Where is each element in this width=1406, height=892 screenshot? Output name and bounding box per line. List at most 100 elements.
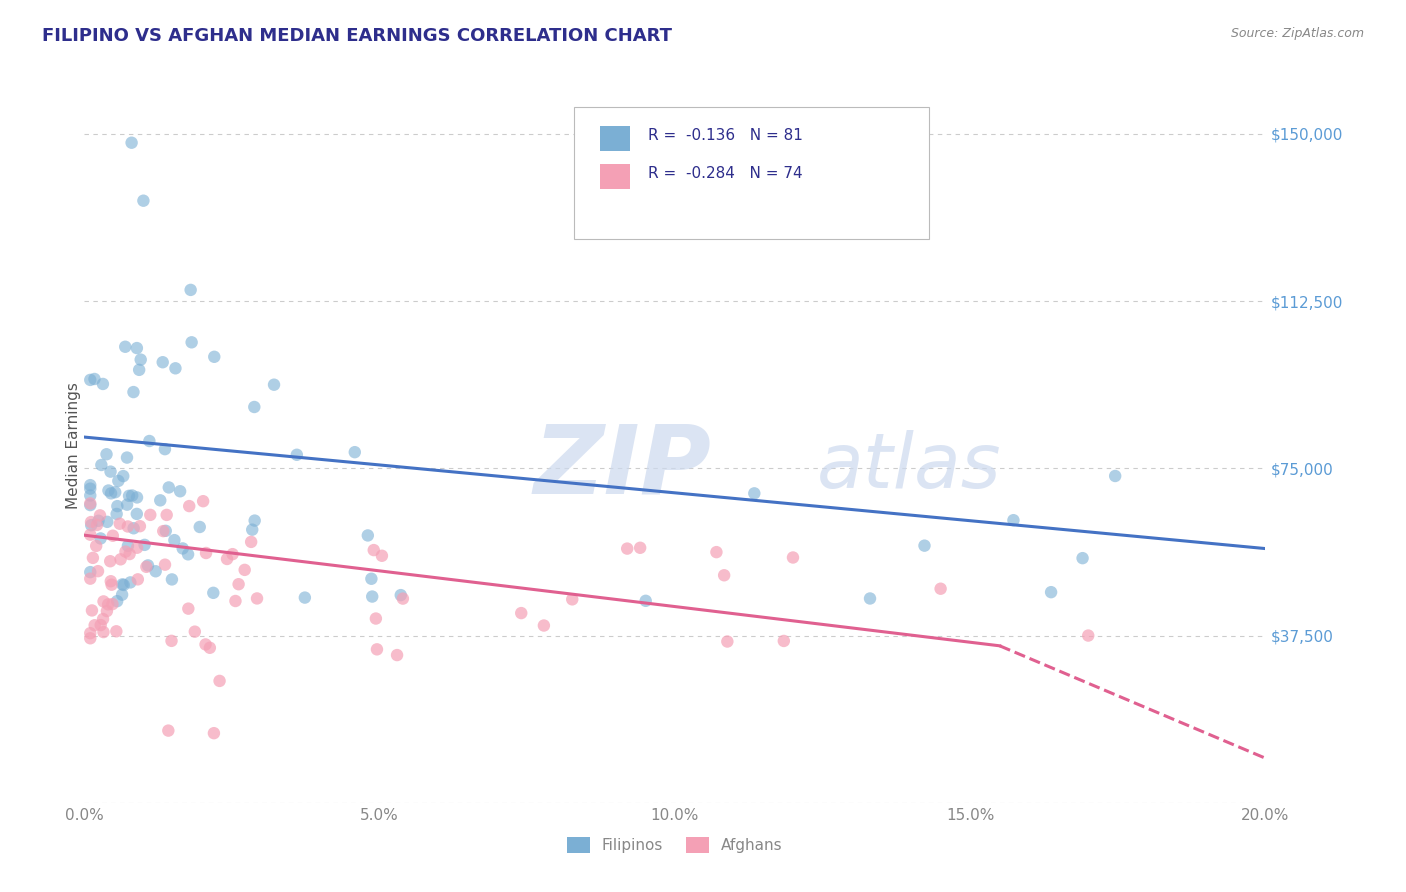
Point (1040, 585, 1063, 599)
Point (634, 594, 657, 608)
Point (132, 194, 155, 208)
Point (118, 547, 141, 561)
Point (195, 546, 218, 560)
FancyBboxPatch shape (600, 127, 630, 152)
Point (360, 572, 382, 586)
Point (215, 552, 238, 566)
Point (180, 335, 202, 350)
Point (80, 518, 103, 533)
Point (202, 726, 225, 740)
Point (263, 377, 285, 392)
Point (233, 563, 256, 577)
Point (111, 577, 134, 591)
Point (79, 478, 101, 492)
Point (202, 350, 225, 364)
Point (107, 474, 129, 488)
Point (90, 458, 112, 472)
Point (129, 519, 152, 533)
Point (139, 508, 162, 522)
Point (79, 626, 101, 640)
Point (93, 625, 115, 640)
Point (157, 480, 180, 494)
Point (172, 541, 194, 556)
Point (82, 550, 104, 565)
Point (240, 523, 263, 537)
Point (121, 136, 143, 150)
Point (104, 485, 127, 500)
Point (389, 588, 412, 602)
Point (742, 486, 765, 500)
Point (125, 491, 148, 505)
Point (713, 568, 735, 582)
Point (117, 539, 139, 553)
Point (136, 558, 159, 573)
Point (111, 588, 134, 602)
Point (152, 355, 174, 369)
Point (128, 363, 150, 377)
Point (706, 545, 728, 559)
Point (385, 648, 408, 662)
Text: atlas: atlas (817, 431, 1001, 504)
Point (105, 594, 128, 608)
Point (96, 447, 118, 461)
Point (153, 558, 176, 572)
Point (1104, 469, 1126, 483)
Point (105, 507, 128, 521)
Text: R =  -0.136   N = 81: R = -0.136 N = 81 (648, 128, 803, 143)
Point (163, 533, 186, 548)
Point (112, 578, 135, 592)
Point (772, 634, 794, 648)
Point (361, 590, 384, 604)
Point (191, 494, 214, 508)
Point (157, 723, 180, 738)
Point (510, 606, 533, 620)
Point (294, 591, 316, 605)
Point (125, 341, 148, 355)
Point (177, 601, 200, 615)
Point (169, 484, 191, 499)
Point (80, 515, 103, 529)
Point (177, 547, 200, 561)
Point (83, 372, 105, 386)
Point (285, 448, 308, 462)
Point (129, 352, 152, 367)
Point (135, 559, 157, 574)
Point (105, 624, 128, 639)
Point (97, 483, 120, 498)
Point (224, 594, 246, 608)
Point (366, 642, 388, 657)
Point (198, 640, 221, 655)
Point (153, 442, 176, 457)
Point (79, 632, 101, 646)
Point (929, 582, 952, 596)
Point (84, 539, 107, 553)
Point (90, 618, 112, 632)
Point (357, 528, 380, 542)
Point (859, 591, 882, 606)
Point (202, 586, 225, 600)
Point (1077, 628, 1099, 642)
Point (914, 539, 936, 553)
Point (79, 482, 101, 496)
Point (134, 538, 156, 552)
Point (1071, 551, 1094, 566)
Point (100, 574, 122, 589)
Point (86, 517, 108, 532)
Point (100, 465, 122, 479)
Point (79, 373, 101, 387)
Point (240, 535, 263, 549)
Point (208, 673, 231, 688)
Text: Source: ZipAtlas.com: Source: ZipAtlas.com (1230, 27, 1364, 40)
Y-axis label: Median Earnings: Median Earnings (66, 383, 80, 509)
Point (100, 486, 122, 500)
Point (149, 493, 172, 508)
Point (1002, 513, 1025, 527)
Point (87, 514, 110, 528)
Point (138, 434, 160, 448)
Point (100, 577, 122, 591)
Point (561, 592, 583, 607)
Point (363, 543, 385, 558)
Point (180, 283, 202, 297)
Point (108, 516, 131, 531)
Point (343, 445, 366, 459)
